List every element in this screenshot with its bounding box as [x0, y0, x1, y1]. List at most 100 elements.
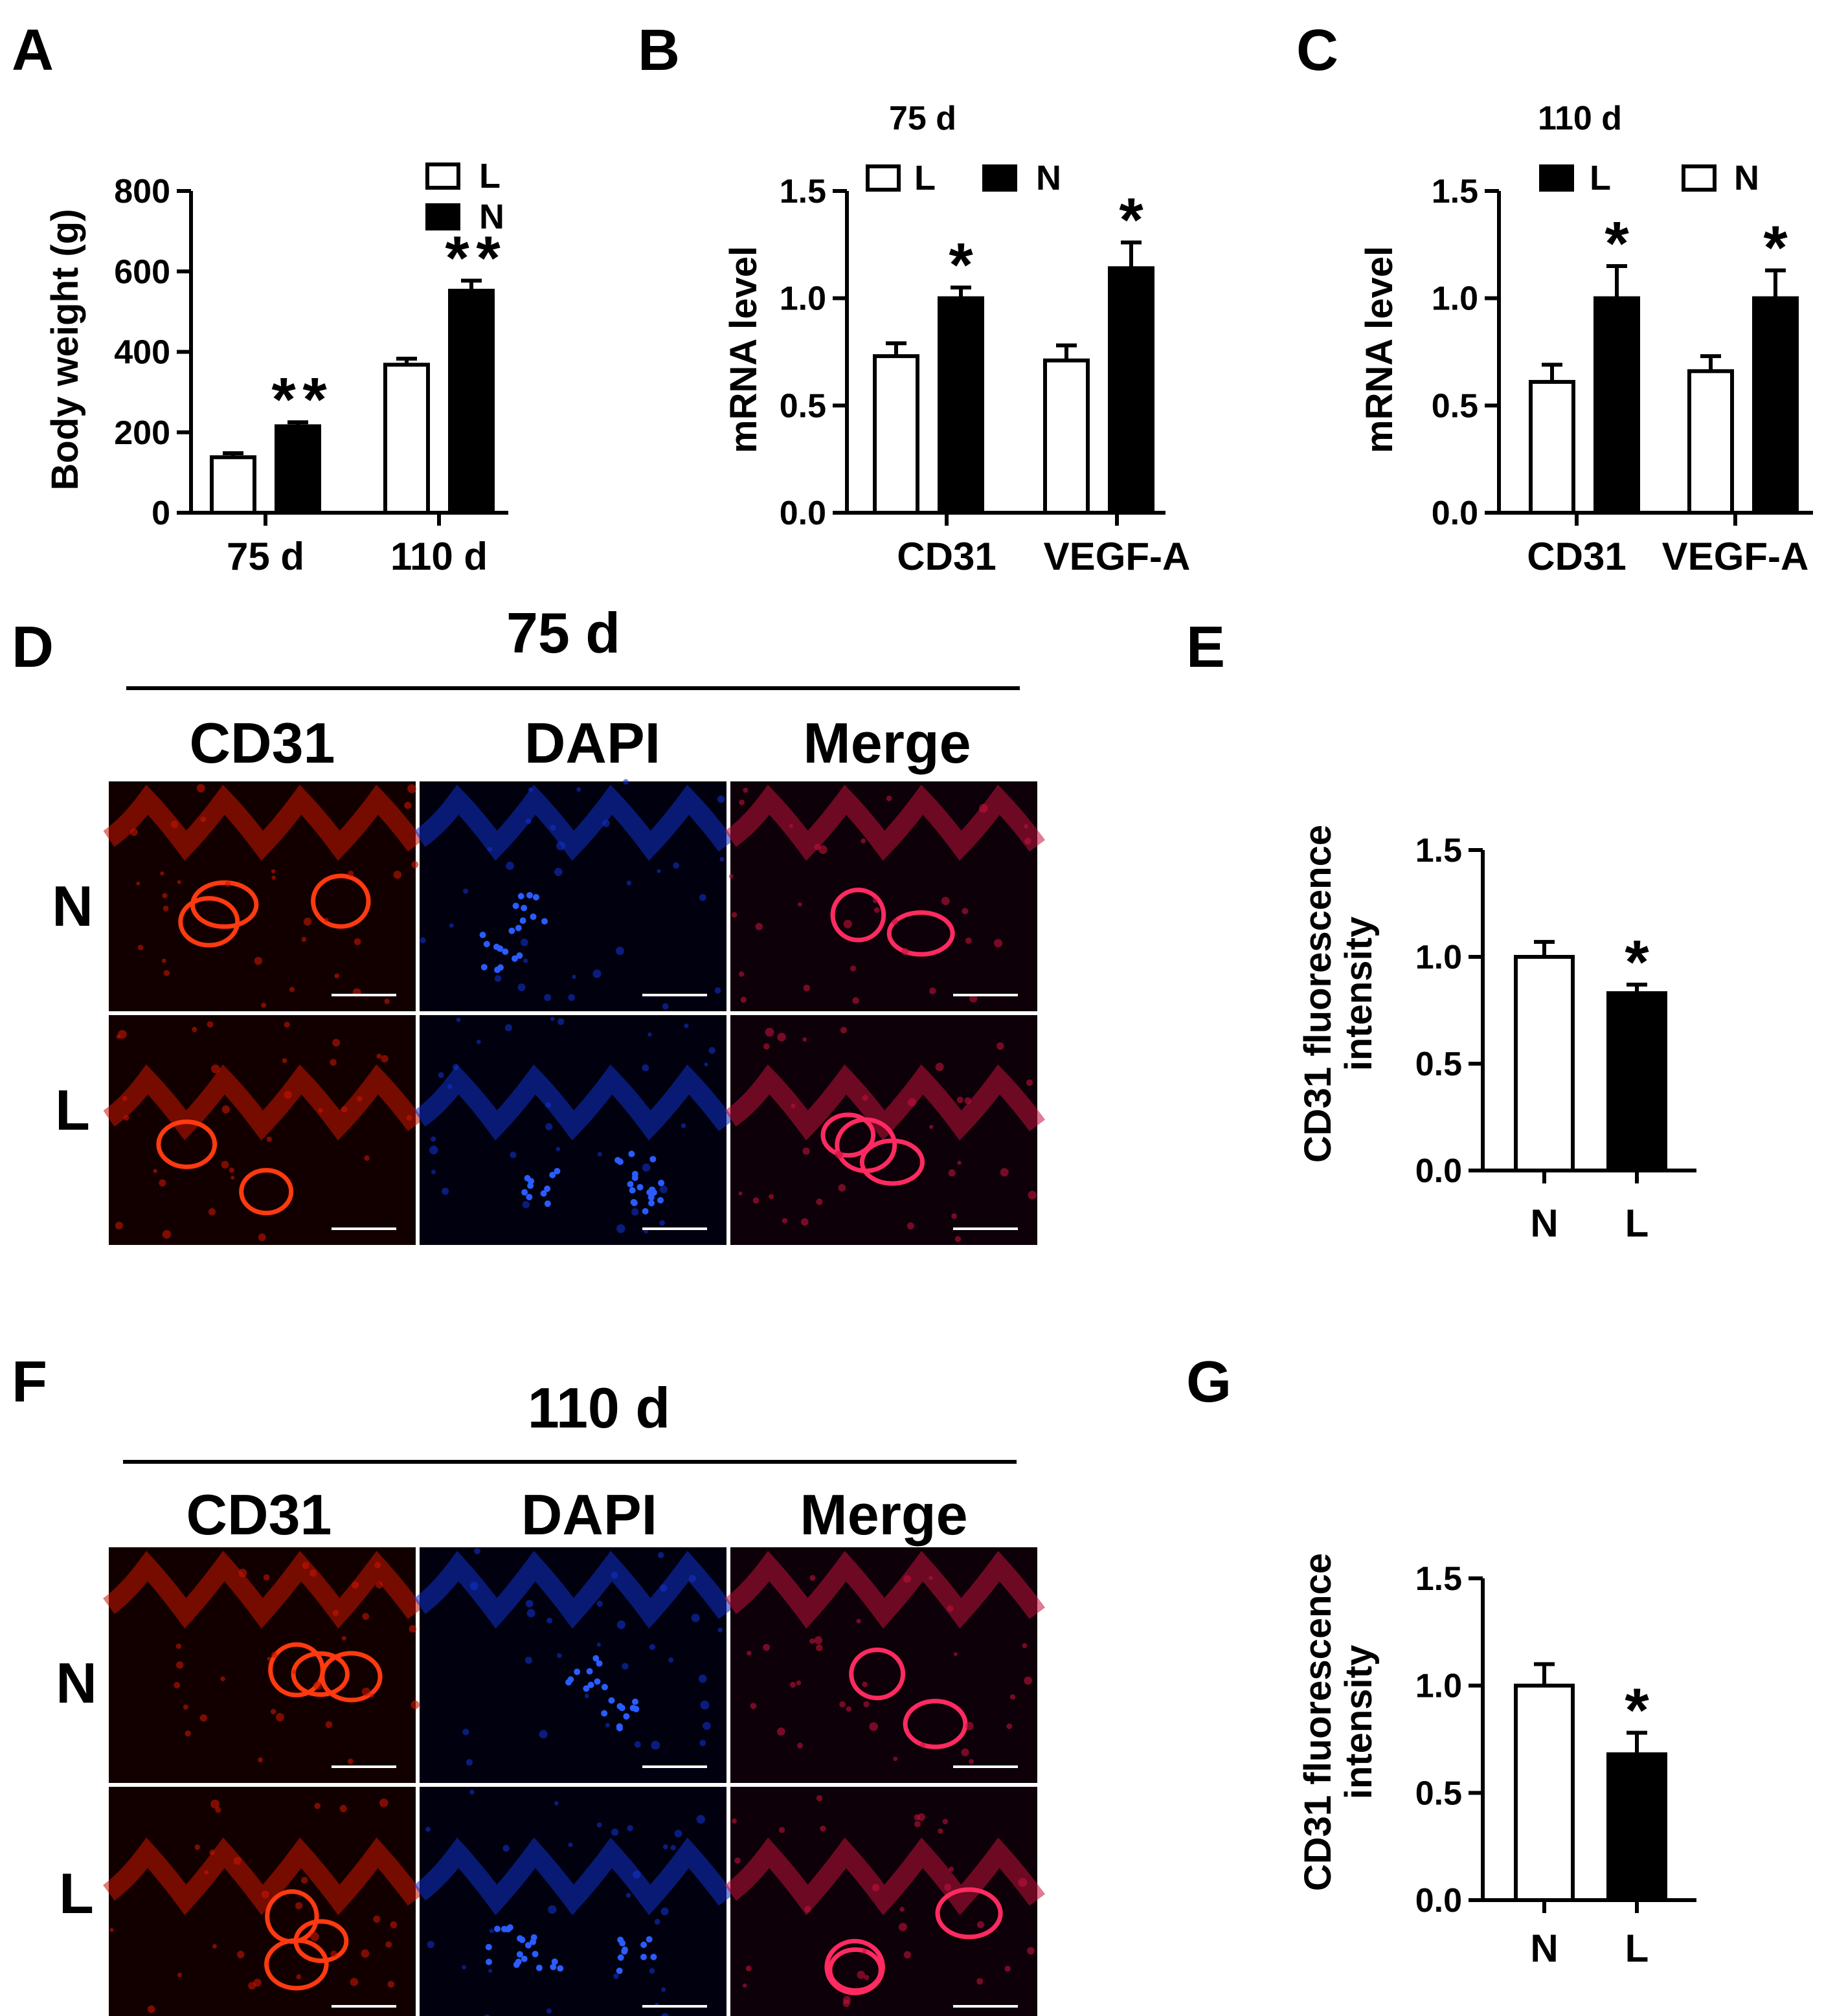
chart-title: 110 d — [1538, 100, 1622, 137]
cell-dot — [791, 1103, 796, 1108]
nucleus-dot — [557, 1965, 564, 1972]
cell-dot — [550, 1016, 555, 1022]
cell-dot — [447, 1084, 453, 1089]
y-axis-label: intensity — [1338, 1645, 1380, 1800]
panel-letter-a: A — [12, 18, 54, 83]
cell-dot — [270, 1708, 276, 1715]
nucleus-dot — [640, 1953, 647, 1960]
cell-dot — [379, 1798, 388, 1808]
panel-letter-g: G — [1186, 1350, 1232, 1415]
y-tick-label: 1.5 — [1432, 173, 1478, 210]
x-tick-label: CD31 — [897, 535, 996, 578]
cell-dot — [782, 1218, 788, 1224]
cell-dot — [469, 1582, 479, 1591]
cell-dot — [385, 1941, 392, 1948]
nucleus-dot — [486, 1958, 493, 1966]
y-tick-label: 0.5 — [1432, 387, 1478, 425]
panel-letter-e: E — [1186, 615, 1225, 680]
cell-dot — [1027, 1947, 1035, 1955]
cell-dot — [462, 1965, 466, 1970]
cell-dot — [215, 1807, 221, 1813]
cell-dot — [387, 1980, 395, 1988]
tissue-band — [725, 785, 1046, 861]
legend-label: N — [1734, 159, 1759, 197]
cell-dot — [348, 870, 354, 877]
cell-dot — [162, 1229, 172, 1239]
cell-dot — [802, 1147, 810, 1155]
cell-dot — [520, 938, 528, 946]
cell-dot — [647, 1032, 652, 1037]
cell-dot — [597, 1152, 602, 1157]
cell-dot — [296, 1974, 302, 1980]
bar — [275, 424, 321, 515]
cell-dot — [161, 958, 166, 963]
cell-dot — [809, 1638, 815, 1644]
nucleus-dot — [526, 891, 533, 899]
y-tick-label: 1.5 — [780, 173, 826, 210]
cell-dot — [517, 983, 526, 992]
cell-dot — [862, 1949, 867, 1954]
cell-dot — [644, 1229, 648, 1234]
cell-dot — [122, 1095, 128, 1101]
cell-dot — [613, 1973, 619, 1979]
cell-dot — [204, 1870, 209, 1875]
cell-dot — [745, 1966, 752, 1972]
nucleus-dot — [631, 1698, 638, 1705]
cell-dot — [231, 1175, 235, 1180]
cell-dot — [906, 1222, 914, 1230]
cell-dot — [654, 1918, 660, 1925]
cell-dot — [739, 800, 745, 805]
cell-dot — [708, 1047, 715, 1054]
cell-dot — [809, 1574, 816, 1581]
cell-dot — [964, 1097, 971, 1104]
bar — [448, 289, 495, 515]
cell-dot — [271, 869, 276, 874]
cell-dot — [616, 1224, 625, 1233]
cell-dot — [843, 919, 852, 928]
y-tick-label: 0.0 — [1415, 1152, 1462, 1190]
cell-dot — [714, 987, 721, 994]
cell-dot — [136, 881, 141, 886]
vessel-ring — [156, 1119, 218, 1169]
nucleus-dot — [544, 1185, 551, 1193]
cell-dot — [953, 1652, 958, 1656]
cell-dot — [961, 1748, 969, 1756]
legend-swatch — [982, 164, 1017, 192]
cell-dot — [362, 1613, 370, 1620]
cell-dot — [425, 1826, 431, 1832]
cell-dot — [572, 974, 576, 980]
cell-dot — [123, 1115, 129, 1121]
cell-dot — [657, 1552, 664, 1558]
cell-dot — [409, 1625, 417, 1633]
cell-dot — [177, 1972, 183, 1978]
legend-label: L — [479, 157, 501, 196]
y-axis-label: mRNA level — [1358, 246, 1401, 453]
significance-mark: * — [302, 365, 327, 434]
vessel-ring — [886, 910, 955, 957]
cell-dot — [381, 1055, 388, 1063]
cell-dot — [602, 820, 610, 827]
nucleus-dot — [519, 1936, 526, 1943]
micro-f-col-label: DAPI — [521, 1483, 657, 1547]
cell-dot — [596, 1600, 603, 1607]
cell-dot — [185, 1730, 191, 1737]
significance-mark: * — [1763, 214, 1788, 283]
nucleus-dot — [501, 1925, 508, 1932]
vessel-ring — [820, 1112, 876, 1158]
cell-dot — [209, 1850, 215, 1855]
nucleus-dot — [493, 1925, 501, 1932]
significance-mark: * — [1625, 928, 1649, 997]
cell-dot — [261, 1002, 267, 1008]
vessel-ring — [178, 896, 240, 948]
y-tick-label: 0.0 — [780, 495, 826, 532]
nucleus-dot — [508, 927, 515, 934]
panel-letter-f: F — [12, 1350, 47, 1415]
cell-dot — [803, 984, 811, 992]
cell-dot — [886, 795, 892, 801]
cell-dot — [846, 1706, 851, 1712]
cell-dot — [546, 2008, 552, 2014]
cell-dot — [864, 1975, 870, 1980]
cell-dot — [873, 898, 878, 904]
cell-dot — [660, 1907, 669, 1916]
cell-dot — [221, 1105, 231, 1114]
